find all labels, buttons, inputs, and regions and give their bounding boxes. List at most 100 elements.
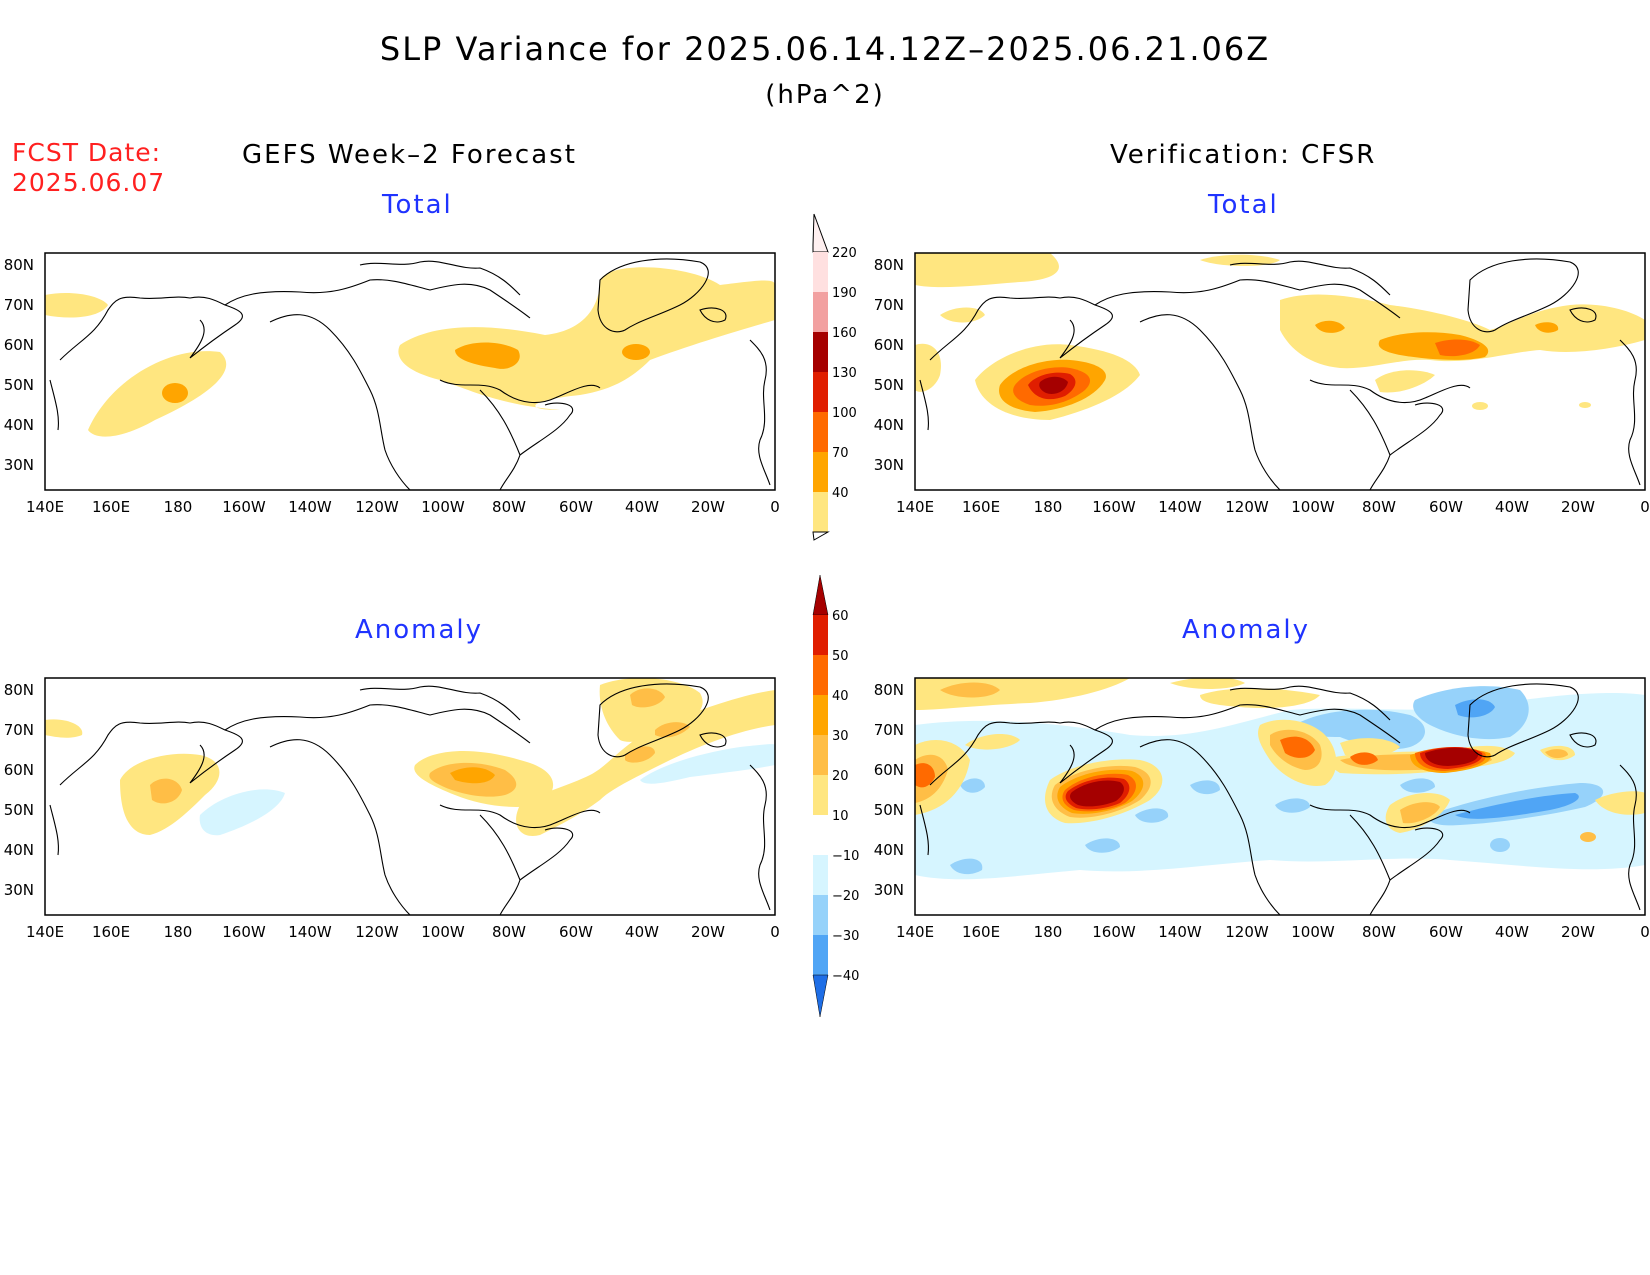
gefs-header: GEFS Week–2 Forecast	[242, 140, 577, 170]
contour-160	[1039, 376, 1068, 394]
colorbar-swatch	[813, 655, 828, 695]
contour-pos-60	[1070, 780, 1124, 807]
contour-40	[915, 253, 1059, 288]
cfsr-total-label: Total	[1208, 190, 1279, 220]
colorbar-swatch	[813, 775, 828, 815]
lat-tick-label: 70N	[4, 721, 34, 739]
contour-pos-20	[1400, 802, 1440, 824]
contour-pos-10	[516, 690, 775, 836]
colorbar-swatch	[813, 615, 828, 655]
contour-40	[1375, 370, 1435, 393]
colorbar-label: 10	[832, 809, 849, 824]
lon-tick-label: 80W	[1362, 498, 1396, 516]
lon-tick-label: 140W	[288, 923, 332, 941]
gefs-anomaly-label: Anomaly	[355, 615, 484, 645]
lon-tick-label: 120W	[1225, 498, 1269, 516]
lon-tick-label: 0	[1640, 498, 1650, 516]
coastlines	[919, 683, 1641, 916]
lat-tick-label: 30N	[4, 881, 34, 899]
lat-tick-label: 60N	[874, 336, 904, 354]
colorbar-swatch	[813, 412, 828, 452]
contour-neg-30	[1455, 793, 1579, 819]
colorbar-label: 160	[832, 326, 857, 341]
fcst-date-label: FCST Date:	[12, 138, 162, 167]
lat-tick-label: 50N	[4, 376, 34, 394]
lat-axis: 30N 40N 50N 60N 70N 80N	[4, 256, 34, 474]
colorbar-label: 20	[832, 769, 849, 784]
figure-title: SLP Variance for 2025.06.14.12Z–2025.06.…	[379, 30, 1271, 68]
colorbar-top-triangle	[812, 574, 829, 616]
contour-70	[162, 383, 188, 403]
contour-pos-40	[1350, 752, 1378, 765]
colorbar-label: 70	[832, 446, 849, 461]
lat-axis: 30N 40N 50N 60N 70N 80N	[874, 681, 904, 899]
lon-tick-label: 140E	[26, 923, 64, 941]
lon-tick-label: 160W	[1092, 498, 1136, 516]
colorbar-swatch	[813, 292, 828, 332]
colorbar-swatch	[813, 855, 828, 895]
map-frame	[914, 252, 1646, 491]
lat-tick-label: 40N	[874, 416, 904, 434]
colorbar-top-triangle	[812, 213, 829, 253]
fcst-date: FCST Date: 2025.06.07	[12, 138, 165, 198]
gefs-anomaly-shading	[45, 678, 775, 836]
lon-tick-label: 40W	[1495, 498, 1529, 516]
lon-tick-label: 160W	[222, 923, 266, 941]
contour-pos-10	[965, 733, 1020, 750]
contour-pos-20	[630, 688, 665, 708]
anomaly-colorbar: 60 50 40 30 20 10 −10 −20 −30 −40	[812, 574, 859, 1018]
lon-axis: 140E 160E 180 160W 140W 120W 100W 80W 60…	[896, 498, 1650, 516]
contour-neg-20	[1085, 838, 1120, 853]
contour-pos-40	[1280, 736, 1315, 758]
lon-tick-label: 100W	[421, 923, 465, 941]
contour-pos-10	[1595, 791, 1645, 815]
figure-units: (hPa^2)	[765, 80, 885, 110]
lon-tick-label: 160E	[92, 498, 130, 516]
colorbar-labels: 220 190 160 130 100 70 40	[832, 246, 857, 501]
gefs-total-label: Total	[382, 190, 453, 220]
lon-tick-label: 60W	[1429, 923, 1463, 941]
lon-tick-label: 40W	[1495, 923, 1529, 941]
lat-tick-label: 50N	[874, 376, 904, 394]
lat-tick-label: 40N	[874, 841, 904, 859]
cfsr-anomaly-label: Anomaly	[1182, 615, 1311, 645]
contour-pos-10	[45, 719, 83, 738]
contour-40	[398, 267, 775, 410]
lon-tick-label: 40W	[625, 923, 659, 941]
lon-axis: 140E 160E 180 160W 140W 120W 100W 80W 60…	[26, 498, 780, 516]
lon-tick-label: 120W	[355, 498, 399, 516]
lat-tick-label: 80N	[4, 681, 34, 699]
contour-70	[1535, 322, 1559, 333]
colorbar-swatch	[813, 492, 828, 532]
lat-tick-label: 80N	[874, 681, 904, 699]
lon-tick-label: 100W	[1291, 923, 1335, 941]
colorbar-label: 40	[832, 486, 849, 501]
lat-tick-label: 30N	[4, 456, 34, 474]
contour-pos-10	[599, 678, 703, 742]
colorbar-swatch	[813, 695, 828, 735]
contour-pos-30	[450, 767, 495, 784]
lon-tick-label: 140W	[288, 498, 332, 516]
lat-tick-label: 70N	[874, 721, 904, 739]
lon-tick-label: 20W	[691, 923, 725, 941]
lon-tick-label: 180	[1034, 923, 1063, 941]
lon-tick-label: 60W	[559, 498, 593, 516]
gefs-anomaly-map: 30N 40N 50N 60N 70N 80N 140E 160E 180 16…	[4, 677, 780, 941]
contour-neg-30	[1455, 699, 1495, 718]
contour-neg-20	[1135, 808, 1169, 823]
colorbar-label: 130	[832, 366, 857, 381]
contour-neg-10	[640, 744, 775, 784]
lon-tick-label: 20W	[691, 498, 725, 516]
contour-neg-20	[960, 778, 985, 793]
contour-40	[1280, 294, 1645, 369]
contour-70	[622, 344, 650, 360]
cfsr-header: Verification: CFSR	[1110, 140, 1377, 170]
map-frame	[44, 677, 776, 916]
colorbar-label: 60	[832, 609, 849, 624]
lon-tick-label: 20W	[1561, 923, 1595, 941]
contour-pos-20	[1545, 749, 1568, 759]
lon-tick-label: 140W	[1158, 498, 1202, 516]
lat-axis: 30N 40N 50N 60N 70N 80N	[874, 256, 904, 474]
lon-tick-label: 180	[164, 923, 193, 941]
gefs-total-map: 30N 40N 50N 60N 70N 80N 140E 160E 180 16…	[4, 252, 780, 516]
